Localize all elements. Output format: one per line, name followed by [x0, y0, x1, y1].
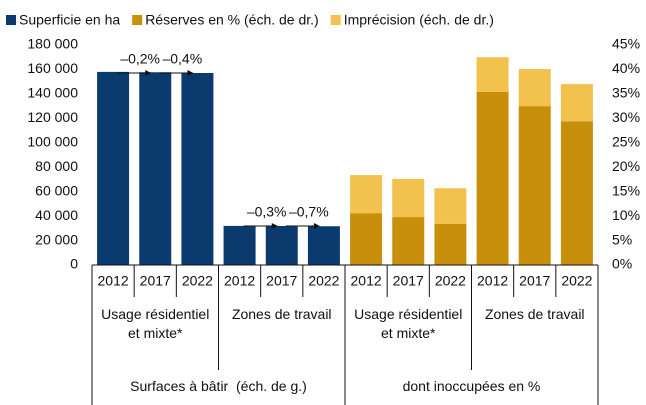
- bar: [560, 84, 593, 122]
- bar: [560, 121, 593, 266]
- y2-tick-label: 0%: [612, 256, 632, 272]
- bar: [97, 71, 130, 265]
- x-tick-label: 2022: [561, 273, 592, 289]
- y2-tick-label: 40%: [612, 60, 640, 76]
- x-tick-label: 2012: [98, 273, 129, 289]
- bar: [476, 57, 509, 92]
- super-group-label: dont inoccupées en %: [402, 378, 541, 394]
- y2-tick-label: 30%: [612, 109, 640, 125]
- x-tick-label: 2022: [308, 273, 339, 289]
- annotation-arrowhead: [187, 70, 194, 76]
- y-tick-label: 140 000: [27, 85, 78, 101]
- bar: [434, 223, 467, 265]
- annotation-arrowhead: [145, 70, 152, 76]
- legend-label: Superficie en ha: [19, 12, 120, 28]
- legend-swatch: [6, 15, 16, 25]
- bar: [350, 213, 383, 265]
- annotation: –0,4%: [162, 51, 202, 67]
- bar: [265, 226, 298, 265]
- super-group-label: Surfaces à bâtir (éch. de g.): [130, 378, 307, 394]
- x-tick-label: 2017: [140, 273, 171, 289]
- bar: [181, 72, 214, 265]
- y-tick-label: 80 000: [35, 158, 78, 174]
- y2-tick-label: 5%: [612, 231, 632, 247]
- y-tick-label: 40 000: [35, 207, 78, 223]
- x-tick-label: 2012: [477, 273, 508, 289]
- legend-swatch: [330, 15, 341, 25]
- group-label: Zones de travail: [484, 306, 585, 322]
- bar: [223, 225, 256, 265]
- y-tick-label: 20 000: [35, 231, 78, 247]
- x-tick-label: 2022: [435, 273, 466, 289]
- bar: [307, 226, 340, 265]
- bar: [350, 175, 383, 214]
- x-tick-label: 2022: [182, 273, 213, 289]
- y-tick-label: 180 000: [27, 36, 78, 52]
- x-tick-label: 2012: [224, 273, 255, 289]
- x-tick-label: 2017: [393, 273, 424, 289]
- y2-tick-label: 45%: [612, 36, 640, 52]
- y2-tick-label: 15%: [612, 182, 640, 198]
- group-label: Zones de travail: [231, 306, 332, 322]
- y-tick-label: 100 000: [27, 133, 78, 149]
- y2-tick-label: 20%: [612, 158, 640, 174]
- y-tick-label: 120 000: [27, 109, 78, 125]
- y-tick-label: 160 000: [27, 60, 78, 76]
- group-label: Usage résidentiel et mixte*: [354, 306, 463, 341]
- annotation: –0,3%: [247, 204, 287, 220]
- y-tick-label: 60 000: [35, 182, 78, 198]
- legend-label: Imprécision (éch. de dr.): [344, 12, 494, 28]
- y2-tick-label: 10%: [612, 207, 640, 223]
- x-tick-label: 2012: [351, 273, 382, 289]
- annotation: –0,7%: [289, 204, 329, 220]
- bar: [518, 68, 551, 107]
- bar: [518, 106, 551, 265]
- y-tick-label: 0: [70, 256, 78, 272]
- annotation-arrowhead: [313, 223, 320, 229]
- x-tick-label: 2017: [519, 273, 550, 289]
- annotation-arrowhead: [271, 223, 278, 229]
- bar: [434, 188, 467, 224]
- bar: [476, 91, 509, 265]
- legend-label: Réserves en % (éch. de dr.): [145, 12, 319, 28]
- bar: [392, 217, 425, 265]
- bar: [392, 178, 425, 218]
- group-label: Usage résidentiel et mixte*: [101, 306, 210, 341]
- annotation: –0,2%: [120, 51, 160, 67]
- y2-tick-label: 35%: [612, 85, 640, 101]
- legend-swatch: [132, 15, 143, 25]
- y2-tick-label: 25%: [612, 133, 640, 149]
- bar: [139, 72, 172, 265]
- x-tick-label: 2017: [266, 273, 297, 289]
